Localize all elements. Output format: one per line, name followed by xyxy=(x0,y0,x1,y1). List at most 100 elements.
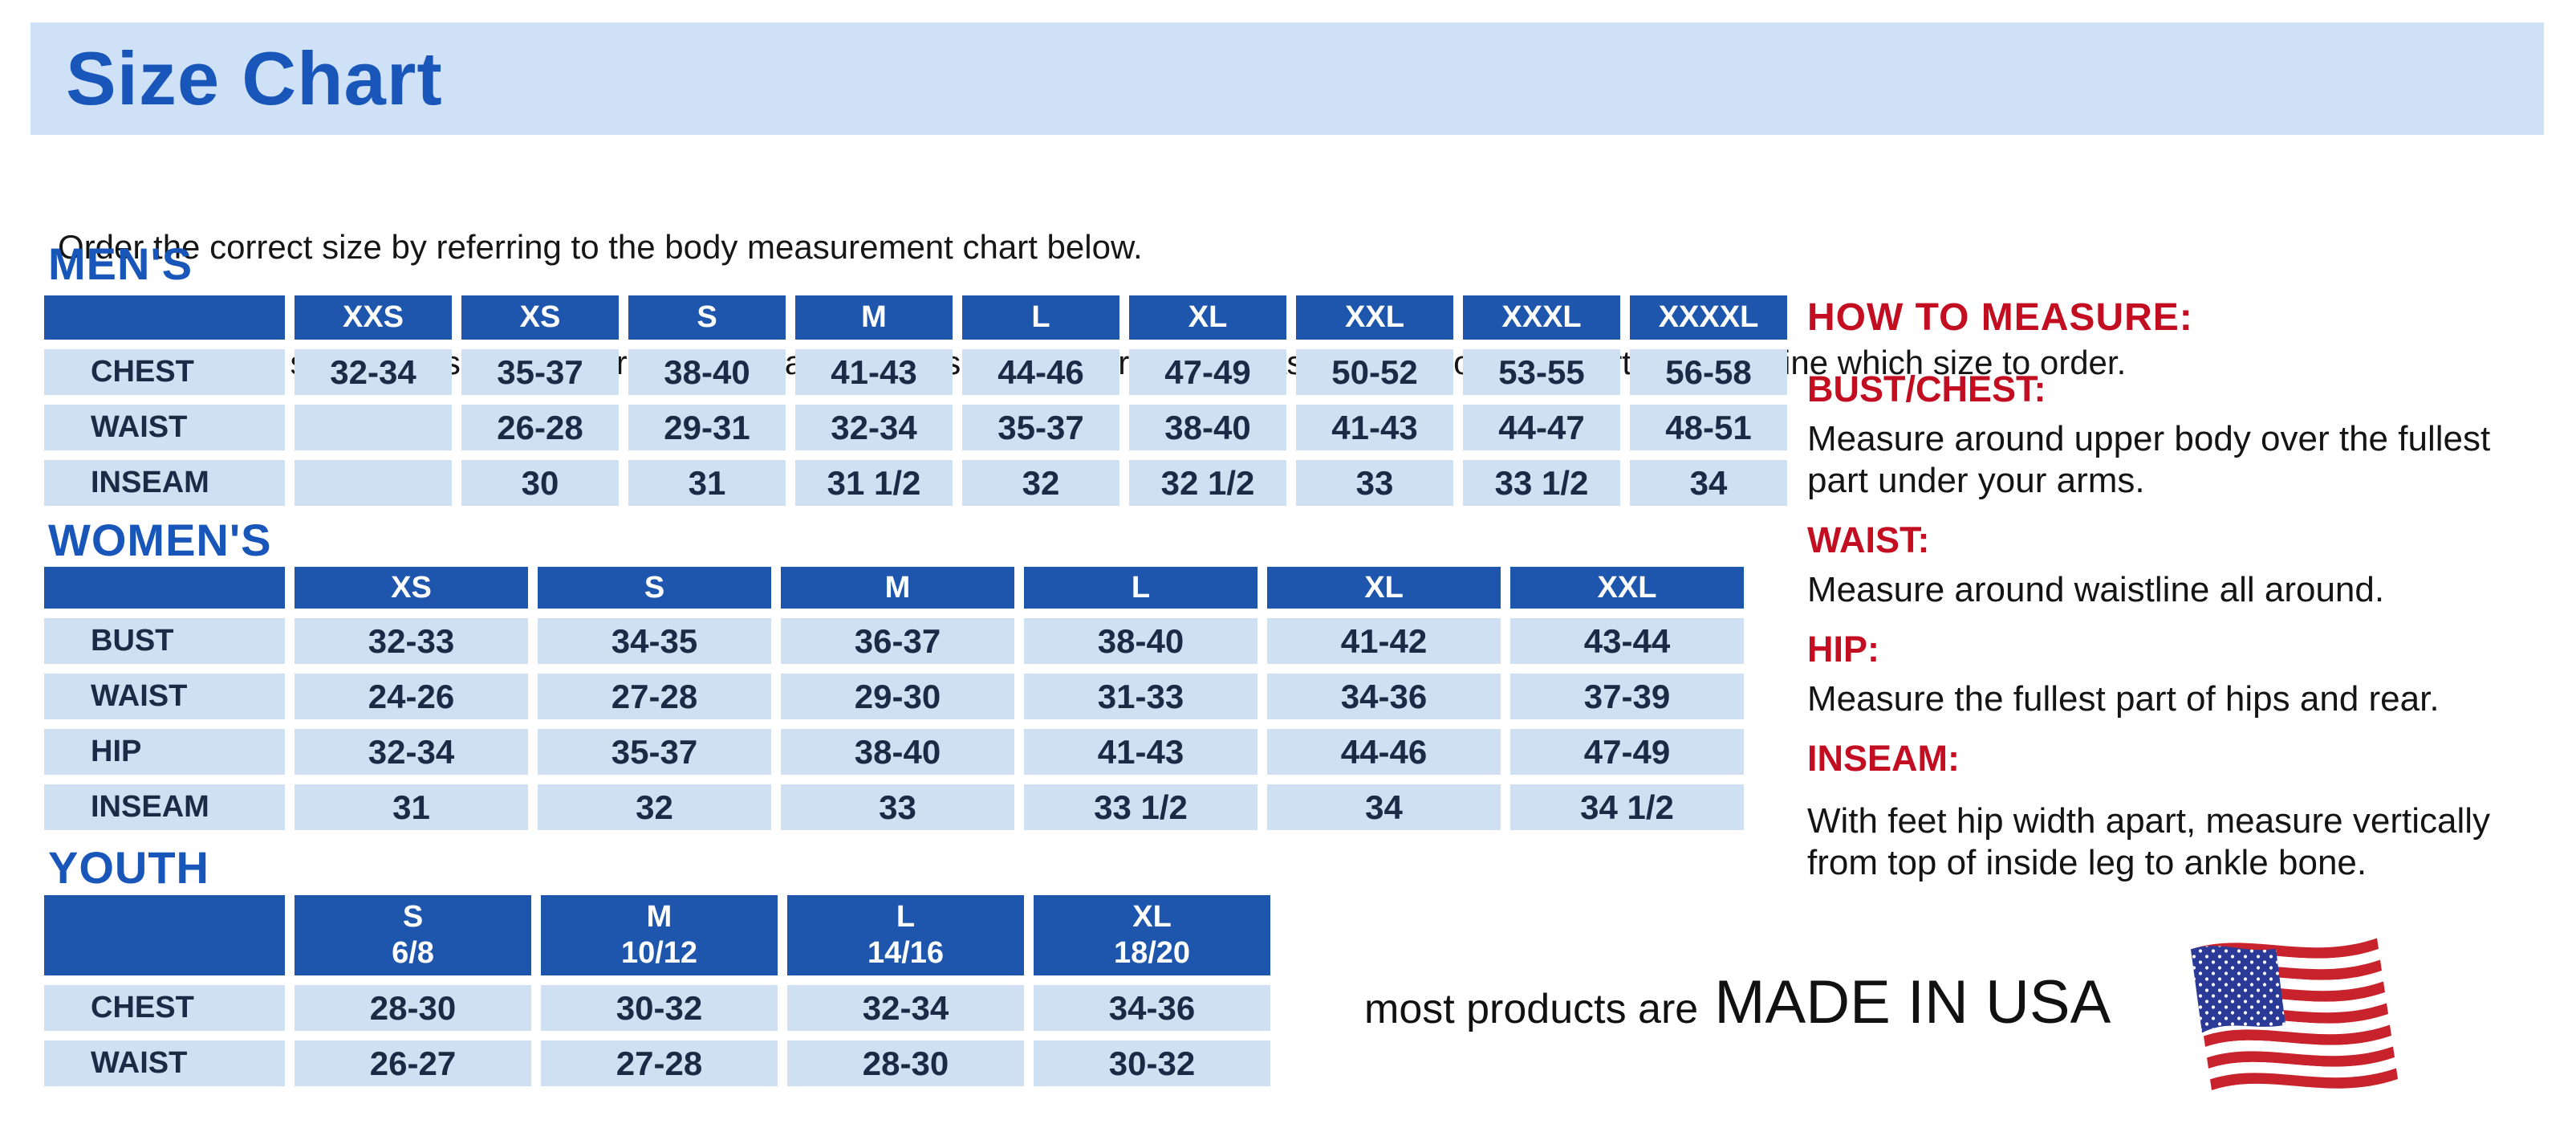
value-cell: 48-51 xyxy=(1630,405,1787,450)
size-header-cell: XL xyxy=(1129,295,1286,340)
corner-cell xyxy=(44,895,285,975)
measure-heading: INSEAM: xyxy=(1807,738,1960,779)
value-cell: 44-47 xyxy=(1463,405,1620,450)
row-label-cell: BUST xyxy=(44,618,285,664)
value-cell: 27-28 xyxy=(541,1040,778,1086)
value-cell: 47-49 xyxy=(1129,349,1286,395)
value-cell: 41-42 xyxy=(1267,618,1501,664)
mens-size-table: XXS XS S M L XL XXL XXXL XXXXL CHEST 32-34 35-37 38-… xyxy=(44,295,1787,506)
made-in-usa-prefix: most products are xyxy=(1364,986,1699,1032)
value-cell: 38-40 xyxy=(781,729,1014,775)
value-cell: 31-33 xyxy=(1024,674,1258,719)
made-in-usa-emphasis: MADE IN USA xyxy=(1714,968,2111,1036)
measure-heading: WAIST: xyxy=(1807,519,1930,560)
value-cell: 32-33 xyxy=(295,618,528,664)
size-header-cell: M 10/12 xyxy=(541,895,778,975)
value-cell xyxy=(295,405,452,450)
measure-text: Measure around upper body over the fulle… xyxy=(1807,419,2491,500)
value-cell: 28-30 xyxy=(787,1040,1024,1086)
value-cell: 32-34 xyxy=(295,729,528,775)
value-cell: 31 xyxy=(628,460,786,506)
value-cell: 32 xyxy=(538,784,771,830)
size-header-cell: XXXL xyxy=(1463,295,1620,340)
measure-text: Measure around waistline all around. xyxy=(1807,570,2385,609)
section-heading-mens: MEN'S xyxy=(48,238,193,289)
row-label-cell: CHEST xyxy=(44,985,285,1031)
size-header-cell: XXL xyxy=(1296,295,1453,340)
value-cell: 33 xyxy=(1296,460,1453,506)
value-cell: 31 xyxy=(295,784,528,830)
value-cell: 38-40 xyxy=(628,349,786,395)
title-banner: Size Chart xyxy=(30,22,2544,135)
value-cell: 32-34 xyxy=(795,405,953,450)
value-cell: 34 xyxy=(1630,460,1787,506)
size-header-cell: M xyxy=(781,567,1014,609)
value-cell: 32 xyxy=(962,460,1119,506)
womens-size-table: XS S M L XL XXL BUST 32-33 34-35 36-37 38-40 41-42 4… xyxy=(44,567,1744,830)
measure-section-waist: WAIST: Measure around waistline all arou… xyxy=(1807,519,2529,611)
value-cell: 26-27 xyxy=(295,1040,531,1086)
value-cell: 32-34 xyxy=(787,985,1024,1031)
value-cell: 34 xyxy=(1267,784,1501,830)
corner-cell xyxy=(44,295,285,340)
value-cell: 53-55 xyxy=(1463,349,1620,395)
value-cell: 34-36 xyxy=(1267,674,1501,719)
measure-section-hip: HIP: Measure the fullest part of hips an… xyxy=(1807,629,2529,720)
row-label-cell: WAIST xyxy=(44,1040,285,1086)
intro-line: Order the correct size by referring to t… xyxy=(58,228,1143,266)
page-title: Size Chart xyxy=(66,36,443,120)
size-header-cell: XXL xyxy=(1510,567,1744,609)
row-label-cell: WAIST xyxy=(44,674,285,719)
value-cell: 30 xyxy=(461,460,619,506)
size-header-cell: XXS xyxy=(295,295,452,340)
size-header-cell: S xyxy=(538,567,771,609)
value-cell: 38-40 xyxy=(1129,405,1286,450)
value-cell: 44-46 xyxy=(1267,729,1501,775)
section-heading-womens: WOMEN'S xyxy=(48,515,272,565)
value-cell: 35-37 xyxy=(962,405,1119,450)
youth-size-table: S 6/8 M 10/12 L 14/16 XL 18/20 CHEST 28-30 30-… xyxy=(44,895,1270,1086)
size-header-cell: XS xyxy=(461,295,619,340)
measure-heading: HIP: xyxy=(1807,629,1879,670)
row-label-cell: WAIST xyxy=(44,405,285,450)
value-cell: 41-43 xyxy=(1024,729,1258,775)
size-header-cell: S xyxy=(628,295,786,340)
value-cell: 43-44 xyxy=(1510,618,1744,664)
value-cell: 28-30 xyxy=(295,985,531,1031)
value-cell: 26-28 xyxy=(461,405,619,450)
value-cell: 30-32 xyxy=(1034,1040,1270,1086)
how-to-measure-title: HOW TO MEASURE: xyxy=(1807,296,2193,339)
value-cell: 24-26 xyxy=(295,674,528,719)
value-cell: 33 1/2 xyxy=(1463,460,1620,506)
row-label-cell: CHEST xyxy=(44,349,285,395)
measure-text: Measure the fullest part of hips and rea… xyxy=(1807,679,2440,719)
value-cell: 41-43 xyxy=(795,349,953,395)
value-cell: 27-28 xyxy=(538,674,771,719)
measure-heading: BUST/CHEST: xyxy=(1807,369,2046,409)
value-cell: 29-30 xyxy=(781,674,1014,719)
section-heading-youth: YOUTH xyxy=(48,842,209,893)
value-cell: 33 xyxy=(781,784,1014,830)
value-cell: 35-37 xyxy=(461,349,619,395)
size-header-cell: M xyxy=(795,295,953,340)
size-header-cell: L xyxy=(962,295,1119,340)
value-cell xyxy=(295,460,452,506)
row-label-cell: HIP xyxy=(44,729,285,775)
value-cell: 37-39 xyxy=(1510,674,1744,719)
measure-text: With feet hip width apart, measure verti… xyxy=(1807,801,2491,882)
value-cell: 31 1/2 xyxy=(795,460,953,506)
row-label-cell: INSEAM xyxy=(44,460,285,506)
value-cell: 34-35 xyxy=(538,618,771,664)
size-header-cell: L xyxy=(1024,567,1258,609)
value-cell: 34-36 xyxy=(1034,985,1270,1031)
value-cell: 36-37 xyxy=(781,618,1014,664)
size-header-cell: S 6/8 xyxy=(295,895,531,975)
value-cell: 32-34 xyxy=(295,349,452,395)
size-header-cell: L 14/16 xyxy=(787,895,1024,975)
measure-section-bust-chest: BUST/CHEST: Measure around upper body ov… xyxy=(1807,369,2529,502)
value-cell: 35-37 xyxy=(538,729,771,775)
size-header-cell: XL xyxy=(1267,567,1501,609)
value-cell: 32 1/2 xyxy=(1129,460,1286,506)
value-cell: 56-58 xyxy=(1630,349,1787,395)
